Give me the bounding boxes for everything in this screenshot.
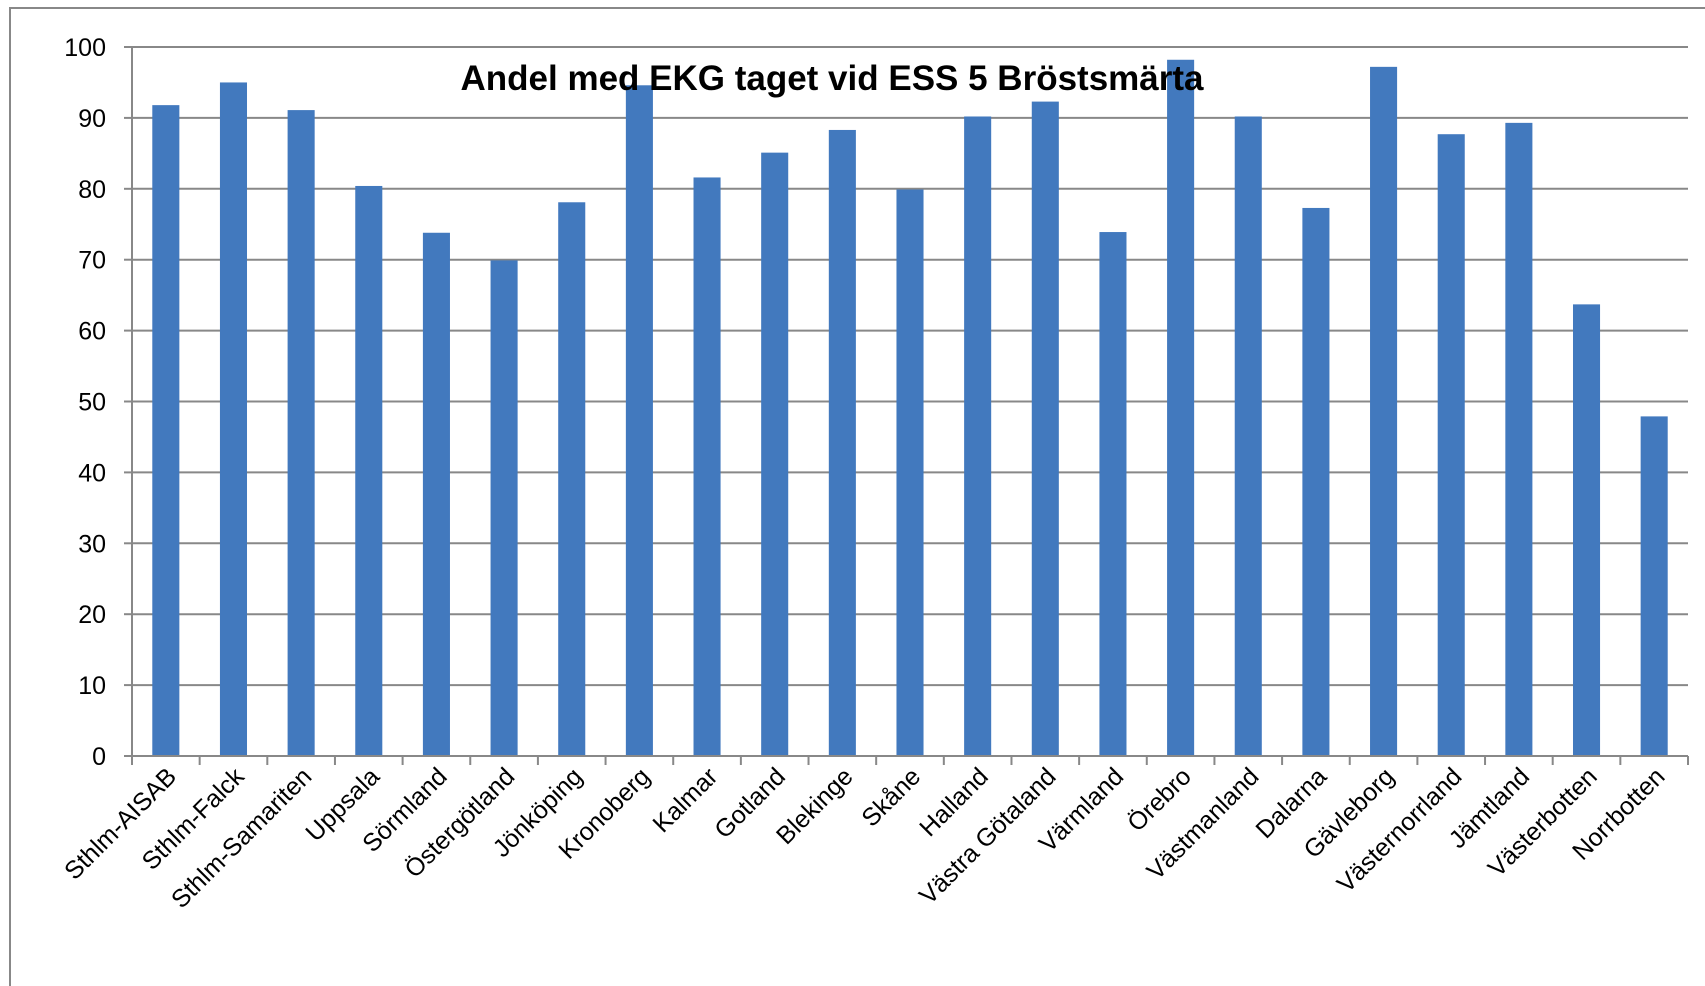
bar <box>1099 232 1127 756</box>
bar <box>1572 304 1601 756</box>
y-tick-label: 70 <box>78 247 106 275</box>
bar <box>1302 207 1330 756</box>
y-tick-label: 50 <box>78 389 106 417</box>
bar <box>761 152 789 757</box>
bar <box>1234 116 1262 757</box>
y-tick-label: 10 <box>78 672 106 700</box>
y-tick-label: 100 <box>64 34 106 62</box>
bar <box>422 232 450 756</box>
bar <box>964 116 992 757</box>
bar <box>1370 66 1398 757</box>
bar <box>1437 134 1465 756</box>
bar <box>1505 122 1533 757</box>
bar <box>1640 416 1668 756</box>
bar <box>355 185 383 757</box>
y-tick-label: 90 <box>78 105 106 133</box>
bar <box>490 260 518 756</box>
bar <box>152 105 180 756</box>
bar <box>287 110 315 756</box>
bar <box>1167 59 1195 756</box>
y-tick-label: 30 <box>78 530 106 558</box>
bar <box>558 202 586 756</box>
bar <box>219 82 248 756</box>
y-tick-label: 40 <box>78 459 106 487</box>
bar <box>1031 101 1059 756</box>
y-tick-label: 80 <box>78 176 106 204</box>
y-tick-label: 20 <box>78 601 106 629</box>
y-tick-label: 60 <box>78 318 106 346</box>
chart-frame <box>9 7 1705 986</box>
chart-title: Andel med EKG taget vid ESS 5 Bröstsmärt… <box>461 59 1205 98</box>
bar <box>896 189 924 756</box>
bar <box>625 85 653 756</box>
bar <box>828 129 856 756</box>
y-tick-label: 0 <box>92 743 106 771</box>
bar <box>693 177 721 756</box>
